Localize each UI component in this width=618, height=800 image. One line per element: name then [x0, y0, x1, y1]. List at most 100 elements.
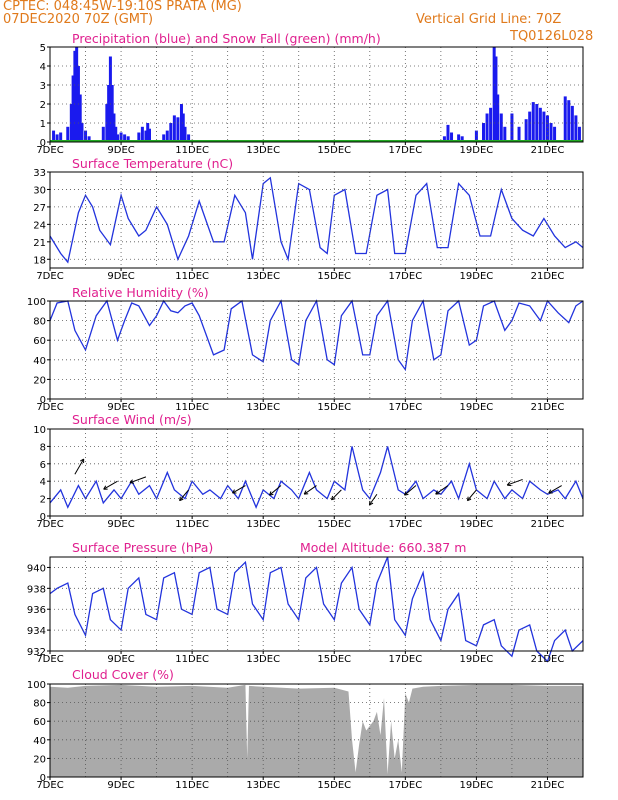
- x-tick-label: 13DEC: [246, 271, 280, 282]
- x-tick-label: 11DEC: [175, 402, 209, 413]
- precip-bar: [176, 117, 180, 142]
- wind-arrow: [303, 485, 317, 495]
- y-tick-label: 0: [40, 512, 46, 523]
- precip-bar: [549, 123, 553, 142]
- rh-series-line: [49, 299, 584, 372]
- precip-bar: [75, 47, 79, 142]
- wind-arrow-head: [103, 485, 107, 490]
- wind-arrow-head: [404, 493, 409, 496]
- y-tick-label: 4: [40, 477, 46, 488]
- x-tick-label: 15DEC: [317, 654, 351, 665]
- precip-bar: [52, 130, 56, 142]
- x-tick-label: 13DEC: [246, 519, 280, 530]
- x-tick-label: 13DEC: [246, 145, 280, 156]
- wind-arrow: [369, 493, 378, 506]
- precip-bar: [66, 126, 70, 142]
- y-tick-label: 40: [33, 736, 46, 747]
- precip-bar: [147, 128, 151, 142]
- wind-arrow-head: [506, 481, 511, 486]
- header-date: 07DEC2020 70Z (GMT): [3, 12, 154, 27]
- y-tick-label: 2: [40, 100, 46, 111]
- cloud-panel: Cloud Cover (%) 0 20 40 60 80 100 7DEC 9DEC 11DEC…: [27, 667, 584, 791]
- precip-bar: [169, 123, 173, 142]
- precip-bar: [528, 111, 532, 142]
- precip-bar: [535, 104, 539, 142]
- x-tick-label: 21DEC: [531, 654, 565, 665]
- y-tick-label: 80: [33, 317, 46, 328]
- y-tick-label: 27: [33, 203, 46, 214]
- x-tick-label: 11DEC: [175, 145, 209, 156]
- precip-bar: [87, 136, 91, 142]
- wind-arrow-head: [369, 502, 374, 506]
- y-tick-label: 100: [27, 297, 46, 308]
- temp-series-line: [49, 176, 584, 264]
- precip-bar: [460, 136, 464, 142]
- x-tick-label: 9DEC: [107, 402, 134, 413]
- temp-title: Surface Temperature (nC): [72, 156, 233, 171]
- wind-series-line: [49, 446, 584, 510]
- precip-bar: [107, 85, 111, 142]
- x-tick-label: 9DEC: [107, 145, 134, 156]
- x-tick-label: 21DEC: [531, 145, 565, 156]
- precip-bar: [59, 132, 63, 142]
- precip-bar: [485, 113, 489, 142]
- x-tick-label: 17DEC: [388, 271, 422, 282]
- y-tick-label: 21: [33, 238, 46, 249]
- precip-bar: [574, 115, 578, 142]
- precip-bar: [545, 115, 549, 142]
- wind-arrow-head: [507, 484, 512, 487]
- x-tick-label: 19DEC: [460, 519, 494, 530]
- pressure-series-line: [49, 556, 584, 663]
- precip-bar: [183, 126, 187, 142]
- wind-arrow-head: [404, 491, 407, 496]
- x-tick-label: 15DEC: [317, 145, 351, 156]
- precip-bar: [450, 132, 454, 142]
- wind-arrow: [74, 458, 85, 475]
- header-location: CPTEC: 048:45W-19:10S PRATA (MG): [3, 0, 242, 14]
- header-code: TQ0126L028: [510, 29, 594, 44]
- wind-arrow: [404, 485, 417, 496]
- y-tick-label: 40: [33, 356, 46, 367]
- y-tick-label: 60: [33, 717, 46, 728]
- precip-bar: [71, 75, 75, 142]
- precip-bar: [73, 50, 77, 142]
- precip-bar: [457, 134, 461, 142]
- precip-bar: [108, 56, 112, 142]
- x-tick-label: 9DEC: [107, 271, 134, 282]
- wind-arrow-head: [79, 458, 84, 462]
- cloud-cover-area: [50, 684, 583, 777]
- pressure-panel: Surface Pressure (hPa) Model Altitude: 66…: [27, 540, 584, 665]
- model-altitude-label: Model Altitude: 660.387 m: [300, 540, 466, 555]
- x-tick-label: 7DEC: [36, 145, 63, 156]
- precip-bar: [80, 123, 84, 142]
- precip-bar: [137, 132, 141, 142]
- y-tick-label: 2: [40, 495, 46, 506]
- y-tick-label: 10: [33, 425, 46, 436]
- x-tick-label: 15DEC: [317, 402, 351, 413]
- y-tick-label: 60: [33, 336, 46, 347]
- pressure-title: Surface Pressure (hPa): [72, 540, 213, 555]
- x-tick-label: 21DEC: [531, 271, 565, 282]
- precip-bar: [499, 113, 503, 142]
- x-tick-label: 17DEC: [388, 145, 422, 156]
- precip-bar: [123, 134, 127, 142]
- x-tick-label: 15DEC: [317, 271, 351, 282]
- wind-arrow-head: [331, 498, 336, 501]
- temp-panel: Surface Temperature (nC) 18 21 24 27 30 33 7DEC…: [33, 156, 584, 282]
- precip-frame: [49, 46, 584, 143]
- precip-bar: [494, 56, 498, 142]
- y-tick-label: 4: [40, 62, 46, 73]
- y-tick-label: 940: [27, 563, 46, 574]
- wind-arrow: [435, 485, 449, 495]
- wind-frame: [49, 428, 584, 517]
- x-tick-label: 13DEC: [246, 780, 280, 791]
- x-tick-label: 13DEC: [246, 654, 280, 665]
- x-tick-label: 19DEC: [460, 271, 494, 282]
- precip-bar: [69, 104, 73, 142]
- wind-arrow-head: [435, 490, 438, 495]
- precip-bar: [542, 111, 546, 142]
- x-tick-label: 19DEC: [460, 402, 494, 413]
- precip-bar: [112, 113, 116, 142]
- x-tick-label: 11DEC: [175, 271, 209, 282]
- y-tick-label: 18: [33, 255, 46, 266]
